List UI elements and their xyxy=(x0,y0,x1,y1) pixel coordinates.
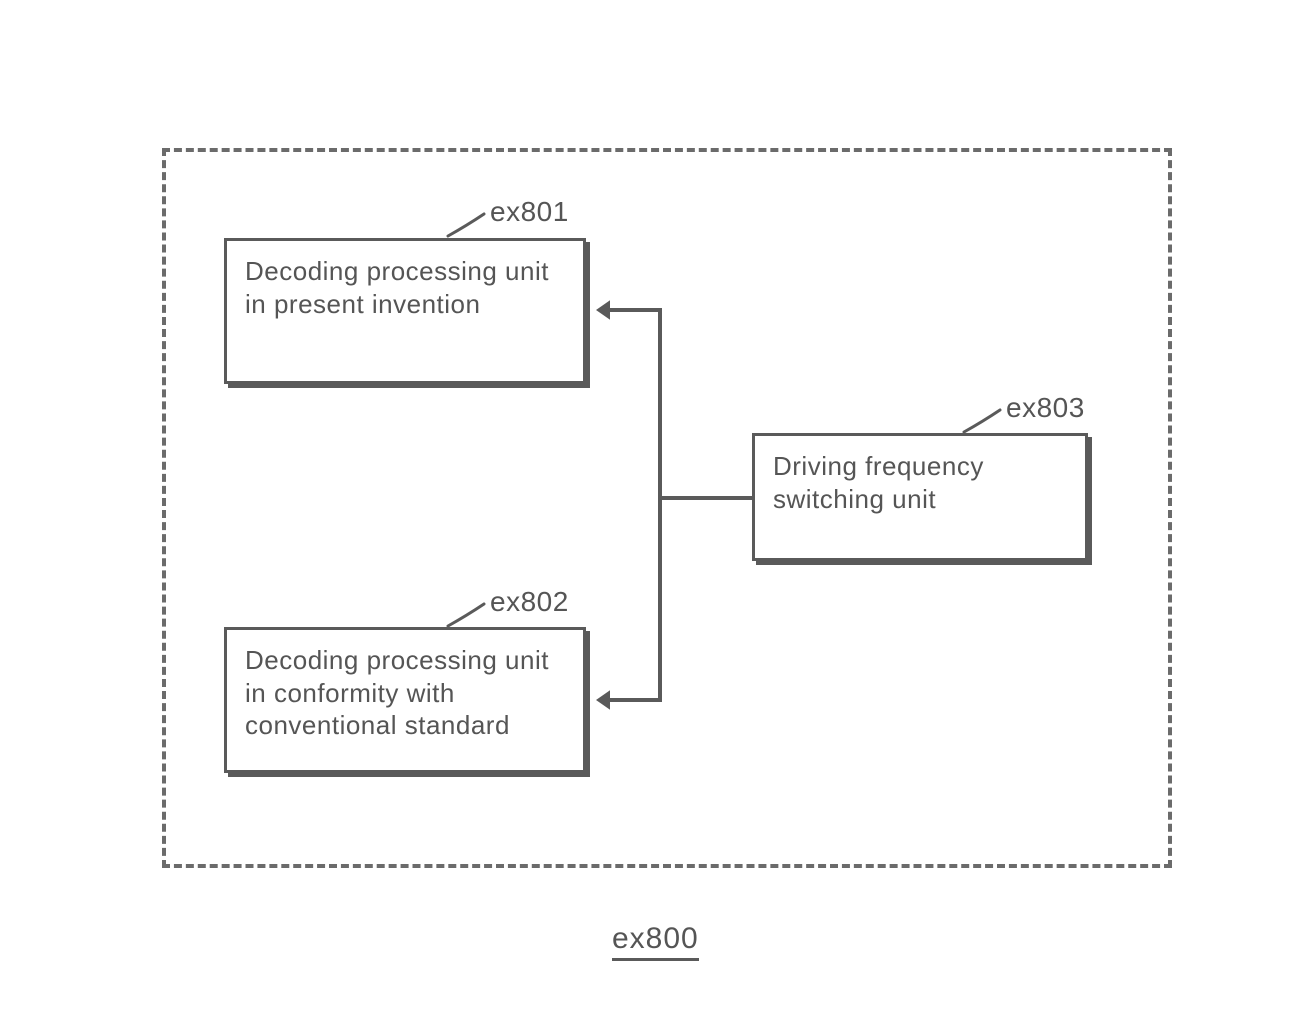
block-ex803-driving-frequency-switching: Driving frequency switching unit xyxy=(752,433,1088,561)
block-ex801-text: Decoding processing unit in present inve… xyxy=(245,256,549,319)
block-ex802-decoding-conventional-standard: Decoding processing unit in conformity w… xyxy=(224,627,586,773)
diagram-canvas: Decoding processing unit in present inve… xyxy=(0,0,1307,1032)
label-ex801: ex801 xyxy=(490,196,569,228)
block-ex801-decoding-present-invention: Decoding processing unit in present inve… xyxy=(224,238,586,384)
block-ex802-text: Decoding processing unit in conformity w… xyxy=(245,645,549,740)
block-ex803-text: Driving frequency switching unit xyxy=(773,451,984,514)
figure-label-ex800: ex800 xyxy=(612,922,699,961)
label-ex802: ex802 xyxy=(490,586,569,618)
label-ex803: ex803 xyxy=(1006,392,1085,424)
